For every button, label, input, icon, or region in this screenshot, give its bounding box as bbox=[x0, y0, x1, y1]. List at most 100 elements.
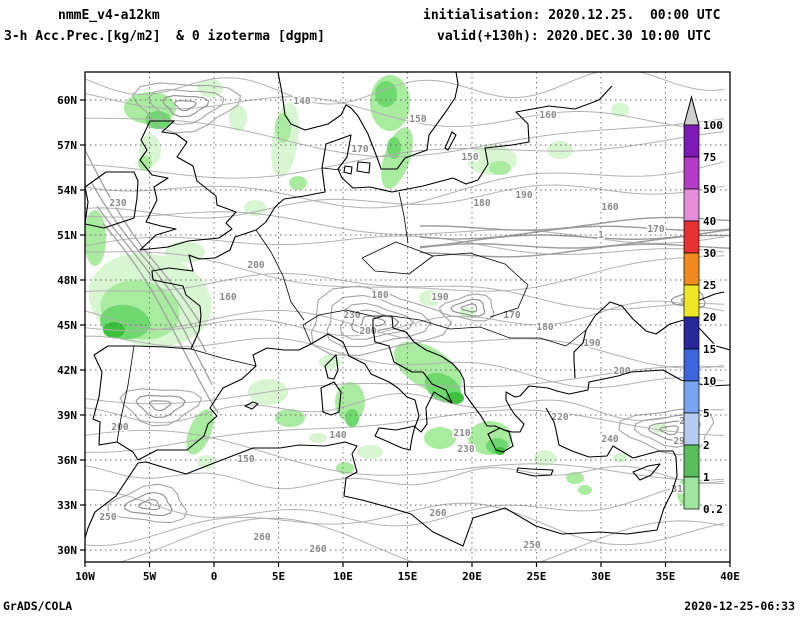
contour-labels: 140 150 160 170 150 230 180 190 160 170 1 200 160 180… bbox=[98, 95, 698, 557]
contour-label: 200 bbox=[613, 366, 630, 377]
contour-label: 190 bbox=[515, 190, 532, 201]
precip-cell bbox=[381, 127, 413, 189]
precip-cell bbox=[387, 137, 401, 159]
colorbar-label: 30 bbox=[703, 247, 716, 260]
precip-cell bbox=[275, 409, 305, 427]
contour-label: 170 bbox=[351, 144, 368, 155]
contour-label: 200 bbox=[247, 260, 264, 271]
y-axis-label: 39N bbox=[57, 409, 77, 422]
precip-cell bbox=[336, 462, 354, 474]
x-axis-label: 35E bbox=[656, 570, 676, 583]
y-axis-label: 60N bbox=[57, 94, 77, 107]
contour-label: 240 bbox=[601, 434, 618, 445]
x-axis-label: 5W bbox=[143, 570, 157, 583]
x-axis-label: 10E bbox=[333, 570, 353, 583]
precip-cell bbox=[566, 472, 584, 484]
contour-label: 150 bbox=[409, 114, 426, 125]
precip-cell bbox=[289, 176, 307, 190]
contour-label: 190 bbox=[583, 338, 600, 349]
contour-label: 160 bbox=[219, 292, 236, 303]
colorbar-label: 50 bbox=[703, 183, 716, 196]
colorbar-label: 15 bbox=[703, 343, 716, 356]
precip-cell bbox=[611, 103, 629, 117]
contour-label: 180 bbox=[371, 290, 388, 301]
precip-cell bbox=[335, 382, 365, 422]
y-axis-label: 36N bbox=[57, 454, 77, 467]
precip-cell bbox=[85, 210, 106, 266]
contour-label: 210 bbox=[453, 428, 470, 439]
precip-cell bbox=[138, 156, 152, 170]
precip-cell bbox=[534, 450, 556, 466]
precip-cell bbox=[578, 485, 592, 495]
x-axis-label: 10W bbox=[75, 570, 95, 583]
precip-cell bbox=[319, 355, 341, 369]
graticule bbox=[85, 72, 730, 562]
contour-label: 170 bbox=[503, 310, 520, 321]
colorbar-label: 0.2 bbox=[703, 503, 723, 516]
precip-cell bbox=[244, 200, 266, 216]
contour-label: 260 bbox=[253, 532, 270, 543]
contour-label: 220 bbox=[551, 412, 568, 423]
contour-label: 140 bbox=[329, 430, 346, 441]
colorbar-segment bbox=[683, 316, 700, 350]
precip-cell bbox=[424, 427, 456, 449]
colorbar-segment bbox=[683, 444, 700, 478]
precip-cell bbox=[186, 409, 214, 455]
y-axis-label: 54N bbox=[57, 184, 77, 197]
x-axis-label: 15E bbox=[398, 570, 418, 583]
x-axis-label: 5E bbox=[272, 570, 285, 583]
contour-label: 200 bbox=[111, 422, 128, 433]
y-axis-label: 51N bbox=[57, 229, 77, 242]
x-axis-label: 20E bbox=[462, 570, 482, 583]
colorbar-label: 5 bbox=[703, 407, 710, 420]
y-axis-label: 45N bbox=[57, 319, 77, 332]
precip-cell bbox=[375, 81, 397, 107]
colorbar-overflow-arrow bbox=[683, 95, 700, 126]
grads-credit: GrADS/COLA bbox=[3, 599, 73, 613]
precip-cell bbox=[229, 105, 247, 131]
contour-label: 190 bbox=[431, 292, 448, 303]
colorbar-label: 25 bbox=[703, 279, 716, 292]
contour-label: 250 bbox=[99, 512, 116, 523]
colorbar-segment bbox=[683, 380, 700, 414]
colorbar-segment bbox=[683, 156, 700, 190]
precip-cell bbox=[197, 79, 223, 97]
contour-label: 230 bbox=[109, 198, 126, 209]
colorbar-segment bbox=[683, 284, 700, 318]
contour-label: 160 bbox=[539, 110, 556, 121]
valid-time: valid(+130h): 2020.DEC.30 10:00 UTC bbox=[437, 29, 711, 44]
precip-cell bbox=[345, 409, 359, 427]
colorbar-segment bbox=[683, 348, 700, 382]
x-axis-label: 25E bbox=[527, 570, 547, 583]
contour-label: 260 bbox=[429, 508, 446, 519]
precip-cell bbox=[275, 113, 291, 143]
colorbar-label: 40 bbox=[703, 215, 716, 228]
y-axis-label: 30N bbox=[57, 544, 77, 557]
contour-label: 150 bbox=[237, 454, 254, 465]
contour-label: 170 bbox=[647, 224, 664, 235]
precip-cell bbox=[489, 161, 511, 175]
colorbar-label: 75 bbox=[703, 151, 716, 164]
colorbar-label: 1 bbox=[703, 471, 710, 484]
precip-cell bbox=[419, 290, 441, 306]
colorbar-segment bbox=[683, 124, 700, 158]
contour-label: 260 bbox=[309, 544, 326, 555]
x-axis-label: 30E bbox=[591, 570, 611, 583]
init-time: initialisation: 2020.12.25. 00:00 UTC bbox=[423, 8, 721, 23]
y-axis-label: 48N bbox=[57, 274, 77, 287]
field-title: 3-h Acc.Prec.[kg/m2] & 0 izoterma [dgpm] bbox=[4, 29, 325, 44]
precip-cell bbox=[547, 141, 573, 159]
contour-label: 250 bbox=[523, 540, 540, 551]
colorbar-segment bbox=[683, 412, 700, 446]
precip-cell bbox=[165, 241, 205, 263]
contour-label: 180 bbox=[473, 198, 490, 209]
contour-label: 230 bbox=[343, 310, 360, 321]
model-name: nmmE_v4-a12km bbox=[58, 8, 160, 23]
colorbar-label: 100 bbox=[703, 119, 723, 132]
colorbar-segment bbox=[683, 220, 700, 254]
precip-cell bbox=[357, 445, 383, 459]
colorbar: 100 75 50 40 30 25 20 15 10 5 2 1 0.2 bbox=[683, 95, 724, 517]
precip-cell bbox=[613, 453, 627, 463]
colorbar-segment bbox=[683, 188, 700, 222]
x-axis-label: 40E bbox=[720, 570, 740, 583]
